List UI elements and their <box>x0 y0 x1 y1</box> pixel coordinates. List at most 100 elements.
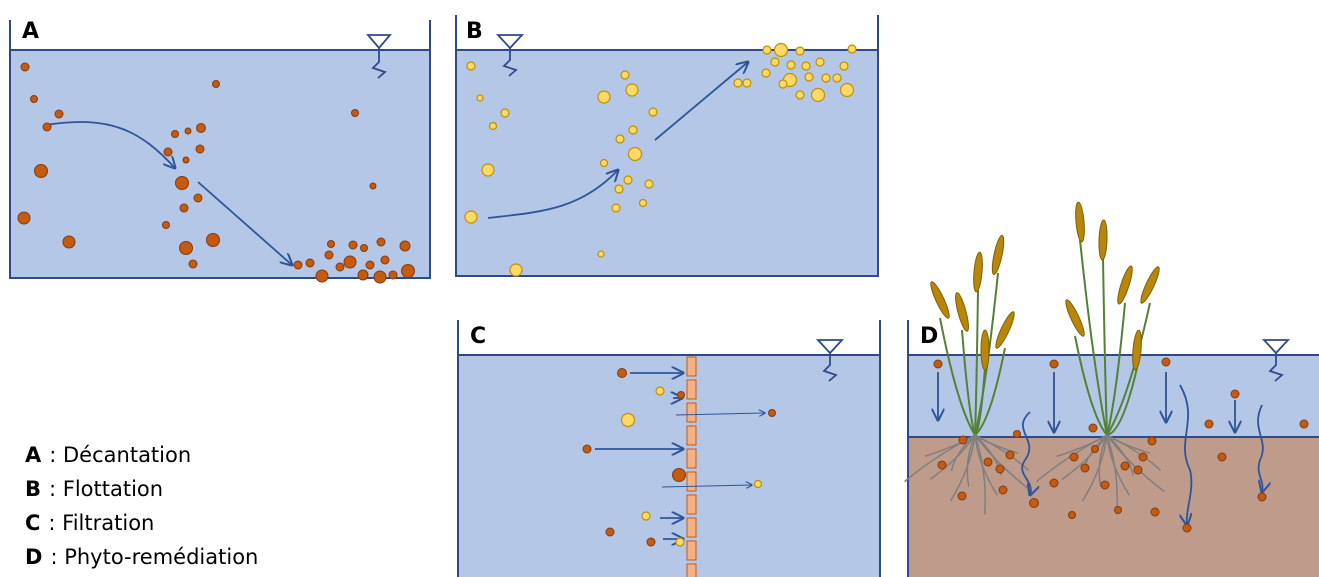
pollutant-particle <box>984 458 992 466</box>
floating-particle <box>743 79 751 87</box>
water <box>456 50 878 276</box>
filter <box>687 357 696 577</box>
legend-entry: C: Filtration <box>25 511 154 535</box>
floating-particle <box>796 47 804 55</box>
legend-key: B <box>25 477 41 501</box>
floating-particle <box>482 164 494 176</box>
pollutant-particle <box>352 110 359 117</box>
panel-label: D <box>920 324 938 349</box>
legend-text: : Décantation <box>49 443 191 467</box>
pollutant-particle <box>1014 431 1021 438</box>
pollutant-particle <box>1183 524 1191 532</box>
pollutant-particle <box>1231 390 1239 398</box>
cattail <box>990 235 1006 276</box>
cattail <box>1063 298 1087 338</box>
pollutant-particle <box>55 110 63 118</box>
floating-particle <box>805 73 813 81</box>
pollutant-particle <box>63 236 75 248</box>
floating-particle <box>490 123 497 130</box>
pollutant-particle <box>176 177 189 190</box>
pollutant-particle <box>1006 451 1014 459</box>
pollutant-particle <box>1050 479 1058 487</box>
filter-bar <box>687 564 696 577</box>
floating-particle <box>656 387 664 395</box>
filter-bar <box>687 380 696 399</box>
pollutant-particle <box>934 360 942 368</box>
floating-particle <box>640 200 647 207</box>
legend-text: : Phyto-remédiation <box>50 545 258 569</box>
floating-particle <box>601 160 608 167</box>
cattail <box>1115 265 1135 306</box>
pollutant-particle <box>1300 420 1308 428</box>
floating-particle <box>762 69 770 77</box>
pollutant-particle <box>999 486 1007 494</box>
cattail <box>972 252 983 293</box>
floating-particle <box>775 44 788 57</box>
pollutant-particle <box>185 128 191 134</box>
pollutant-particle <box>328 241 335 248</box>
pollutant-particle <box>377 238 385 246</box>
filter-bar <box>687 541 696 560</box>
pollutant-particle <box>349 241 357 249</box>
pollutant-particle <box>180 204 188 212</box>
pollutant-particle <box>1081 464 1089 472</box>
pollutant-particle <box>1162 358 1170 366</box>
filter-bar <box>687 495 696 514</box>
pollutant-particle <box>43 123 51 131</box>
pollutant-particle <box>21 63 29 71</box>
filter-bar <box>687 403 696 422</box>
floating-particle <box>676 538 684 546</box>
panel-label: C <box>470 324 486 349</box>
pollutant-particle <box>1101 481 1109 489</box>
cattail <box>981 330 989 370</box>
panel-label: B <box>466 19 483 44</box>
floating-particle <box>615 185 623 193</box>
pollutant-particle <box>1030 499 1039 508</box>
pollutant-particle <box>673 469 686 482</box>
pollutant-particle <box>402 265 415 278</box>
floating-particle <box>467 62 475 70</box>
pollutant-particle <box>336 263 344 271</box>
floating-particle <box>629 126 637 134</box>
cattail <box>993 310 1017 350</box>
cattail <box>953 292 971 333</box>
pollutant-particle <box>18 212 30 224</box>
pollutant-particle <box>1115 507 1122 514</box>
pollutant-particle <box>306 259 314 267</box>
floating-particle <box>649 108 657 116</box>
floating-particle <box>796 91 804 99</box>
floating-particle <box>840 62 848 70</box>
pollutant-particle <box>294 261 302 269</box>
pollutant-particle <box>163 222 170 229</box>
pollutant-particle <box>1092 446 1099 453</box>
legend-key: D <box>25 545 42 569</box>
pollutant-particle <box>1070 453 1078 461</box>
floating-particle <box>465 211 477 223</box>
pollutant-particle <box>325 251 333 259</box>
floating-particle <box>787 61 795 69</box>
pollutant-particle <box>164 148 172 156</box>
floating-particle <box>622 414 635 427</box>
filter-bar <box>687 426 696 445</box>
pollutant-particle <box>647 538 655 546</box>
floating-particle <box>841 84 854 97</box>
floating-particle <box>833 74 841 82</box>
pollutant-particle <box>183 157 189 163</box>
pollutant-particle <box>172 131 179 138</box>
legend-text: : Filtration <box>48 511 154 535</box>
pollutant-particle <box>213 81 220 88</box>
pollutant-particle <box>1218 453 1226 461</box>
legend-text: : Flottation <box>49 477 163 501</box>
floating-particle <box>645 180 653 188</box>
pollutant-particle <box>1089 424 1097 432</box>
floating-particle <box>598 91 610 103</box>
diagram: A B C D A: Décantation B: Flottation C: … <box>0 0 1319 577</box>
pollutant-particle <box>358 270 368 280</box>
legend: A: Décantation B : Flottation C: Filtrati… <box>25 443 258 569</box>
floating-particle <box>848 45 856 53</box>
pollutant-particle <box>31 96 38 103</box>
legend-entry: A: Décantation <box>25 443 191 467</box>
pollutant-particle <box>1134 466 1142 474</box>
floating-particle <box>501 109 509 117</box>
filter-bar <box>687 472 696 491</box>
